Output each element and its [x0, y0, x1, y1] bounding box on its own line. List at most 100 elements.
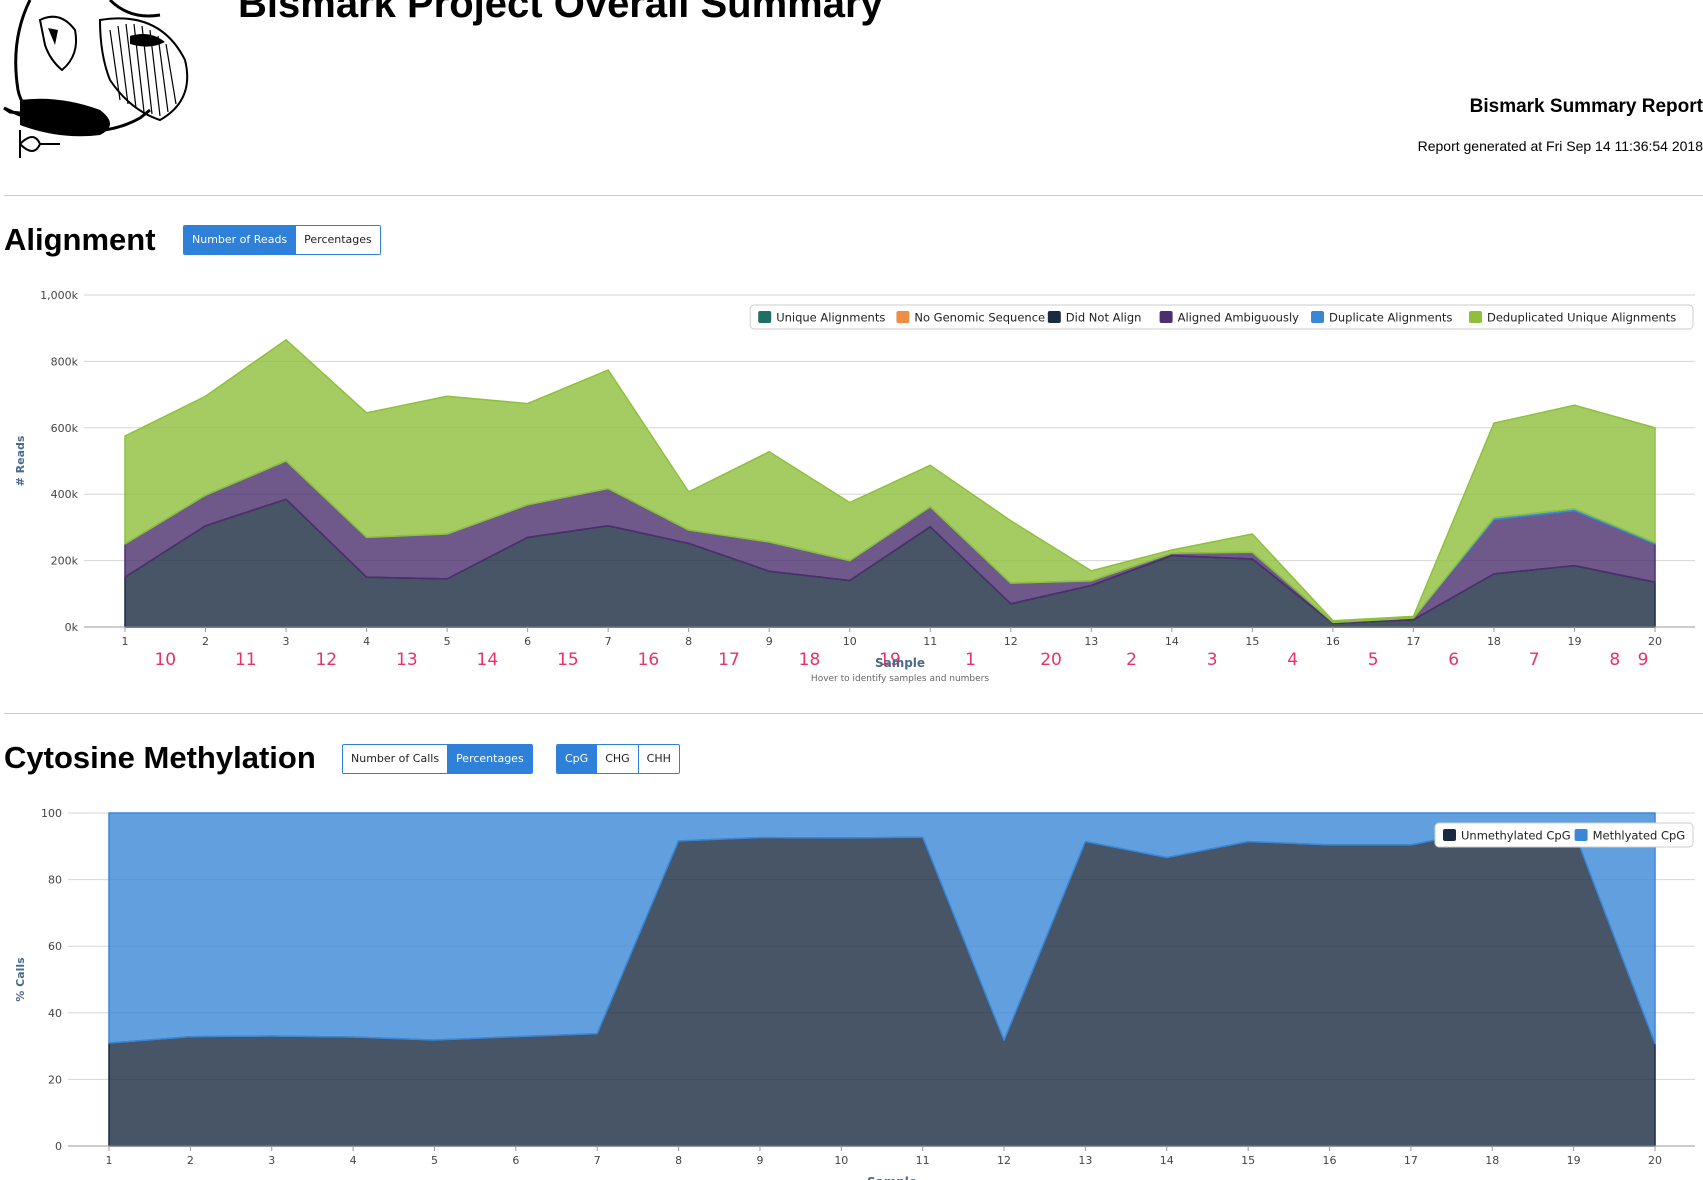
- legend-item-unique-alignments: Unique Alignments: [776, 311, 885, 325]
- x-tick-label: 15: [1245, 635, 1259, 648]
- area-methlyated-cpg: [108, 812, 1656, 1045]
- y-tick-label: 0k: [65, 621, 79, 634]
- x-tick-label: 7: [605, 635, 612, 648]
- divider: [4, 195, 1703, 196]
- x-tick-label: 13: [1078, 1154, 1092, 1167]
- methylation-section-title: Cytosine Methylation: [4, 740, 316, 775]
- number-of-reads-button[interactable]: Number of Reads: [184, 226, 296, 254]
- y-tick-label: 100: [41, 807, 62, 820]
- x-tick-label: 19: [1567, 635, 1581, 648]
- sample-number-label: 11: [235, 650, 257, 670]
- report-title: Bismark Summary Report: [1469, 96, 1703, 117]
- x-tick-label: 10: [843, 635, 857, 648]
- methylation-view-toggle: Number of Calls Percentages: [342, 744, 533, 774]
- sample-number-label: 9: [1638, 650, 1649, 670]
- x-tick-label: 3: [268, 1154, 275, 1167]
- x-tick-label: 5: [431, 1154, 438, 1167]
- x-axis-title: Sample: [867, 1175, 917, 1180]
- context-toggle: CpG CHG CHH: [556, 744, 680, 774]
- y-axis-title: # Reads: [14, 435, 27, 486]
- legend-item-no-genomic-sequence: No Genomic Sequence: [914, 311, 1045, 325]
- x-tick-label: 5: [444, 635, 451, 648]
- report-date: Report generated at Fri Sep 14 11:36:54 …: [1417, 138, 1703, 154]
- sample-number-label: 2: [1126, 650, 1137, 670]
- x-tick-label: 2: [187, 1154, 194, 1167]
- x-tick-label: 15: [1241, 1154, 1255, 1167]
- sample-number-label: 5: [1368, 650, 1379, 670]
- legend-swatch-no-genomic-sequence: [896, 311, 910, 323]
- legend-item-methlyated-cpg: Methlyated CpG: [1593, 829, 1686, 843]
- sample-number-label: 15: [557, 650, 579, 670]
- x-tick-label: 8: [685, 635, 692, 648]
- x-tick-label: 3: [283, 635, 290, 648]
- x-tick-label: 20: [1648, 635, 1662, 648]
- legend-swatch-unique-alignments: [758, 311, 772, 323]
- x-tick-label: 6: [524, 635, 531, 648]
- x-tick-label: 16: [1326, 635, 1340, 648]
- x-tick-label: 12: [997, 1154, 1011, 1167]
- y-tick-label: 200k: [51, 555, 79, 568]
- divider: [4, 713, 1703, 714]
- legend-item-unmethylated-cpg: Unmethylated CpG: [1461, 829, 1571, 843]
- x-tick-label: 10: [834, 1154, 848, 1167]
- legend-swatch-duplicate-alignments: [1311, 311, 1324, 323]
- sample-number-label: 1: [965, 650, 976, 670]
- legend-item-duplicate-alignments: Duplicate Alignments: [1329, 311, 1452, 325]
- sample-number-label: 20: [1040, 650, 1062, 670]
- x-tick-label: 13: [1084, 635, 1098, 648]
- sample-number-label: 7: [1529, 650, 1540, 670]
- x-tick-label: 11: [923, 635, 937, 648]
- number-of-calls-button[interactable]: Number of Calls: [343, 745, 448, 773]
- y-tick-label: 800k: [51, 355, 79, 368]
- legend-item-did-not-align: Did Not Align: [1066, 311, 1142, 325]
- x-tick-label: 16: [1323, 1154, 1337, 1167]
- x-tick-label: 20: [1648, 1154, 1662, 1167]
- area-deduplicated-unique-alignments: [124, 339, 1656, 624]
- x-tick-label: 14: [1160, 1154, 1174, 1167]
- sample-number-label: 16: [638, 650, 660, 670]
- methylation-percentages-button[interactable]: Percentages: [447, 745, 532, 773]
- sample-number-label: 13: [396, 650, 418, 670]
- legend-swatch-did-not-align: [1047, 311, 1061, 323]
- y-tick-label: 80: [48, 874, 62, 887]
- y-tick-label: 0: [55, 1140, 62, 1153]
- legend-item-deduplicated-unique-alignments: Deduplicated Unique Alignments: [1487, 311, 1676, 325]
- alignment-percentages-button[interactable]: Percentages: [295, 226, 380, 254]
- legend-box: [1434, 822, 1694, 848]
- y-tick-label: 400k: [51, 488, 79, 501]
- x-tick-label: 18: [1487, 635, 1501, 648]
- sample-number-label: 14: [477, 650, 499, 670]
- cpg-button[interactable]: CpG: [557, 745, 597, 773]
- x-tick-label: 9: [756, 1154, 763, 1167]
- legend-item-aligned-ambiguously: Aligned Ambiguously: [1178, 311, 1300, 325]
- x-tick-label: 1: [106, 1154, 113, 1167]
- x-tick-label: 11: [916, 1154, 930, 1167]
- sample-number-label: 3: [1207, 650, 1218, 670]
- y-tick-label: 40: [48, 1007, 62, 1020]
- chg-button[interactable]: CHG: [596, 745, 638, 773]
- sample-number-label: 8: [1609, 650, 1620, 670]
- alignment-view-toggle: Number of Reads Percentages: [183, 225, 381, 255]
- sample-number-label: 4: [1287, 650, 1298, 670]
- hint-text: Hover to identify samples and numbers: [811, 674, 989, 684]
- x-tick-label: 6: [512, 1154, 519, 1167]
- chh-button[interactable]: CHH: [637, 745, 679, 773]
- x-tick-label: 12: [1004, 635, 1018, 648]
- x-tick-label: 1: [122, 635, 129, 648]
- y-tick-label: 1,000k: [40, 289, 78, 302]
- x-tick-label: 18: [1485, 1154, 1499, 1167]
- x-tick-label: 7: [594, 1154, 601, 1167]
- sample-number-label: 18: [799, 650, 821, 670]
- x-tick-label: 8: [675, 1154, 682, 1167]
- y-axis-title: % Calls: [14, 957, 27, 1002]
- x-axis-title: Sample: [875, 656, 925, 670]
- sample-number-label: 12: [315, 650, 337, 670]
- alignment-section-title: Alignment: [4, 222, 156, 257]
- x-tick-label: 19: [1567, 1154, 1581, 1167]
- x-tick-label: 14: [1165, 635, 1179, 648]
- sample-number-label: 19: [879, 650, 901, 670]
- bismark-logo: [3, 0, 189, 158]
- legend-swatch-unmethylated-cpg: [1443, 829, 1456, 841]
- y-tick-label: 20: [48, 1073, 62, 1086]
